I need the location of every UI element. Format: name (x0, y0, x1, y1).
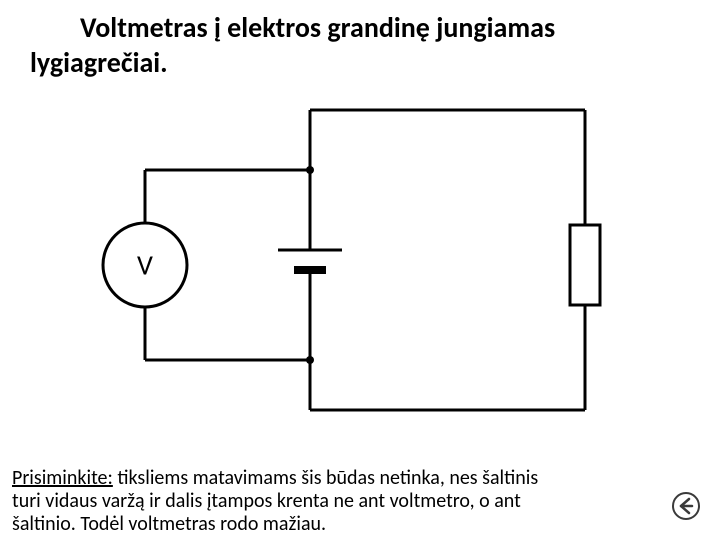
footer-line-1: Prisiminkite: tiksliems matavimams šis b… (12, 467, 660, 490)
footer-line-3: šaltinio. Todėl voltmetras rodo mažiau. (12, 513, 660, 536)
circuit-diagram: V (75, 100, 645, 420)
title-line-1: Voltmetras į elektros grandinę jungiamas (30, 10, 720, 45)
footer-line-2: turi vidaus varžą ir dalis įtampos krent… (12, 490, 660, 513)
title-line-2: lygiagrečiai. (30, 45, 720, 80)
footer-note: Prisiminkite: tiksliems matavimams šis b… (12, 467, 660, 536)
back-arrow-icon[interactable] (670, 490, 702, 522)
svg-text:V: V (137, 248, 153, 283)
footer-rest1: tiksliems matavimams šis būdas netinka, … (113, 466, 538, 490)
title-block: Voltmetras į elektros grandinę jungiamas… (30, 10, 720, 80)
footer-prefix: Prisiminkite: (12, 466, 113, 490)
